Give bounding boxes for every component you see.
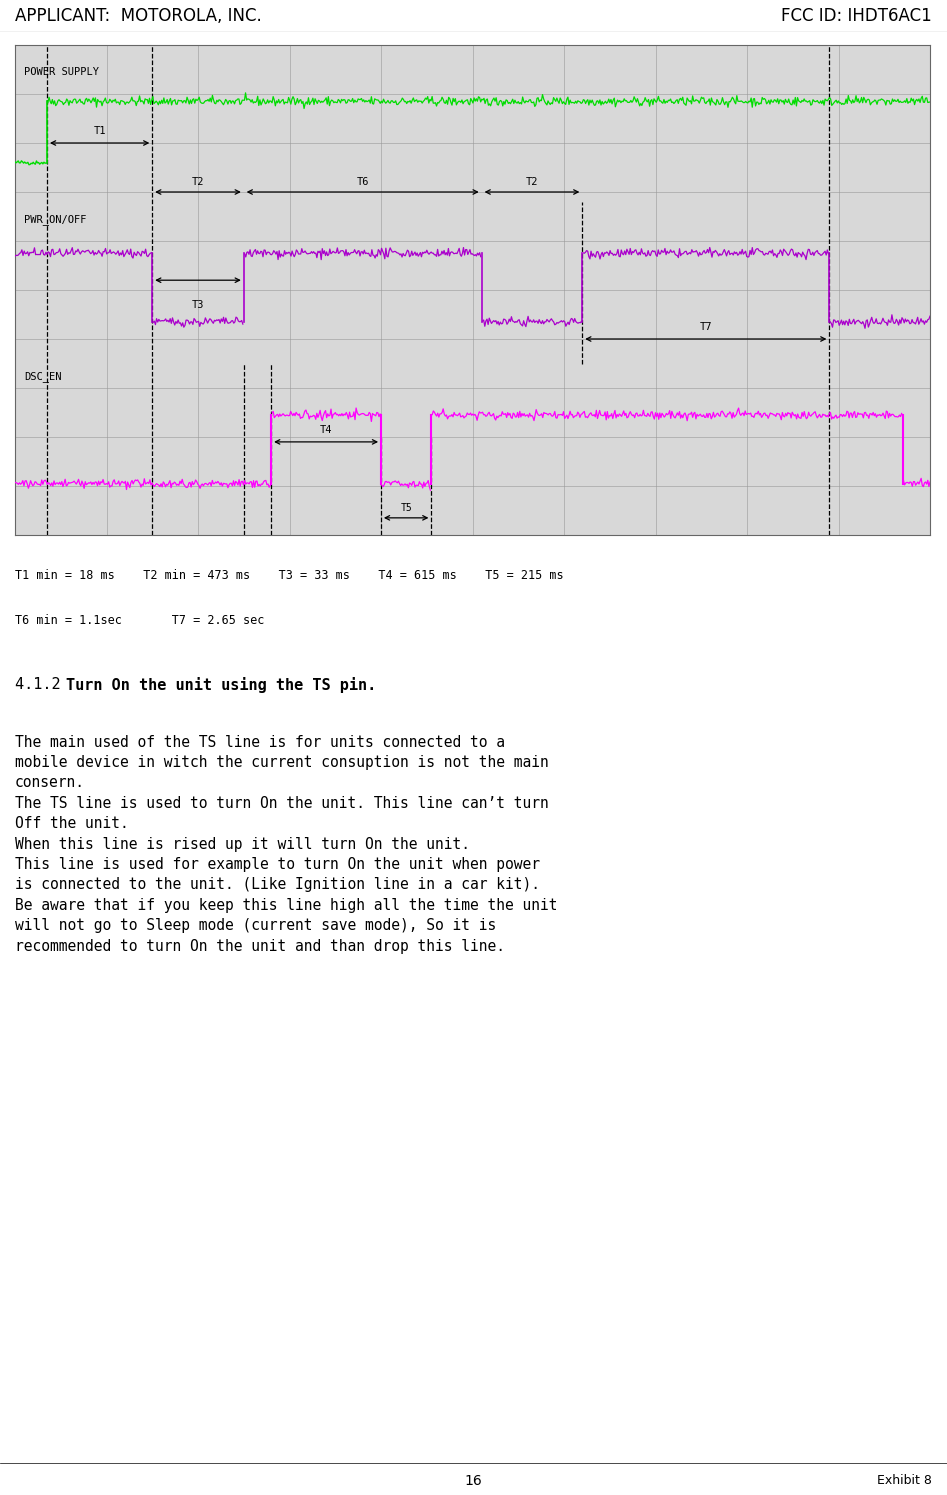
- Text: POWER SUPPLY: POWER SUPPLY: [25, 67, 99, 78]
- Text: T1 min = 18 ms    T2 min = 473 ms    T3 = 33 ms    T4 = 615 ms    T5 = 215 ms: T1 min = 18 ms T2 min = 473 ms T3 = 33 m…: [15, 570, 563, 582]
- Text: DSC_EN: DSC_EN: [25, 371, 62, 381]
- Text: T2: T2: [191, 176, 205, 187]
- Text: APPLICANT:  MOTOROLA, INC.: APPLICANT: MOTOROLA, INC.: [15, 7, 261, 25]
- Text: 4.1.2: 4.1.2: [15, 677, 70, 692]
- Text: Exhibit 8: Exhibit 8: [877, 1474, 932, 1488]
- Text: T6 min = 1.1sec       T7 = 2.65 sec: T6 min = 1.1sec T7 = 2.65 sec: [15, 614, 264, 628]
- Text: T3: T3: [191, 299, 205, 309]
- Text: FCC ID: IHDT6AC1: FCC ID: IHDT6AC1: [781, 7, 932, 25]
- Text: Turn On the unit using the TS pin.: Turn On the unit using the TS pin.: [65, 677, 376, 692]
- Text: T4: T4: [320, 425, 332, 435]
- Text: 16: 16: [465, 1474, 482, 1488]
- Text: T7: T7: [700, 321, 712, 332]
- Text: T2: T2: [526, 176, 538, 187]
- Text: PWR_ON/OFF: PWR_ON/OFF: [25, 214, 86, 224]
- Text: T5: T5: [401, 502, 412, 513]
- Text: The main used of the TS line is for units connected to a
mobile device in witch : The main used of the TS line is for unit…: [15, 734, 558, 954]
- Text: T6: T6: [356, 176, 369, 187]
- Text: T1: T1: [94, 126, 106, 136]
